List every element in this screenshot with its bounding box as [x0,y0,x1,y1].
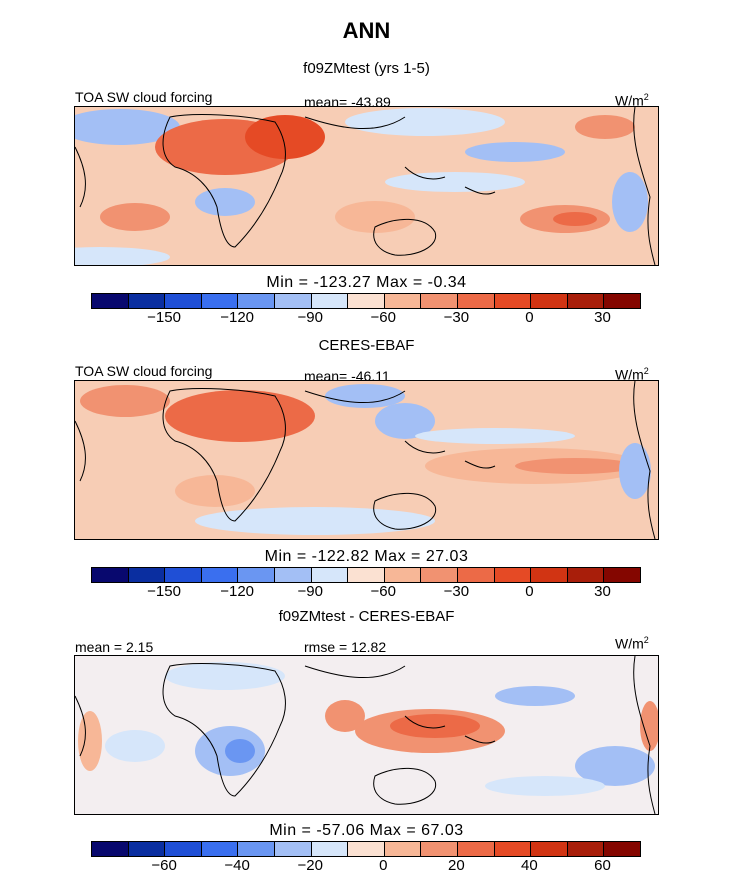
colorbar-segment [384,842,422,856]
colorbar-segment [274,568,312,582]
colorbar-segment [238,294,275,308]
panel3-units: W/m2 [615,635,649,652]
panel1-field-label: TOA SW cloud forcing [75,89,213,105]
panel2-units: W/m2 [615,366,649,383]
colorbar-tick-label: −120 [220,583,255,600]
panel3-mean-label: mean = 2.15 [75,639,154,655]
colorbar-segment [165,294,202,308]
colorbar-segment [457,568,495,582]
colorbar-tick-label: 20 [447,857,465,874]
colorbar-segment [604,294,640,308]
colorbar-segment [384,294,422,308]
colorbar-tick-label: 0 [379,857,388,874]
colorbar-segment [201,568,239,582]
panel2-colorbar-ticks: −150 −120 −90 −60 −30 0 30 [91,583,639,601]
colorbar-segment [494,568,532,582]
colorbar-segment [604,842,640,856]
colorbar-segment [494,294,532,308]
panel3-minmax: Min = -57.06 Max = 67.03 [269,822,464,839]
colorbar-segment [421,568,458,582]
colorbar-segment [311,842,349,856]
colorbar-tick-label: 30 [594,309,611,326]
colorbar-segment [165,568,202,582]
colorbar-tick-label: −120 [220,309,255,326]
panel2-field-label: TOA SW cloud forcing [75,363,213,379]
colorbar-segment [128,568,166,582]
colorbar-segment [604,568,640,582]
colorbar-segment [348,568,385,582]
colorbar-segment [92,568,129,582]
colorbar-tick-label: 60 [594,857,611,874]
panel1-subtitle: f09ZMtest (yrs 1-5) [303,60,430,77]
colorbar-segment [128,842,166,856]
colorbar-tick-label: −60 [151,857,177,874]
panel3-map [74,655,659,815]
panel1-minmax: Min = -123.27 Max = -0.34 [266,274,467,291]
panel3-rmse-label: rmse = 12.82 [304,639,387,655]
colorbar-tick-label: −30 [443,309,470,326]
colorbar-segment [531,294,568,308]
colorbar-segment [165,842,202,856]
colorbar-segment [531,842,568,856]
colorbar-tick-label: −40 [224,857,250,874]
colorbar-segment [348,294,385,308]
panel2-field [75,381,658,539]
colorbar-segment [274,842,312,856]
panel1-field [75,107,658,265]
colorbar-segment [567,568,605,582]
panel3-colorbar [91,841,641,857]
colorbar-segment [384,568,422,582]
panel1-colorbar-ticks: −150 −120 −90 −60 −30 0 30 [91,309,639,327]
colorbar-tick-label: −90 [297,309,323,326]
panel1-units: W/m2 [615,92,649,109]
colorbar-tick-label: −90 [297,583,323,600]
panel2-minmax: Min = -122.82 Max = 27.03 [264,548,469,565]
colorbar-segment [567,842,605,856]
panel1-map [74,106,659,266]
colorbar-segment [567,294,605,308]
panel2-map [74,380,659,540]
colorbar-segment [457,842,495,856]
colorbar-segment [201,294,239,308]
panel3-field [75,656,658,814]
panel1-colorbar [91,293,641,309]
colorbar-tick-label: 40 [521,857,538,874]
colorbar-tick-label: 0 [525,583,534,600]
colorbar-tick-label: −60 [370,583,396,600]
colorbar-tick-label: 30 [594,583,611,600]
colorbar-segment [201,842,239,856]
colorbar-tick-label: −20 [297,857,323,874]
colorbar-segment [531,568,568,582]
colorbar-tick-label: −30 [443,583,470,600]
colorbar-tick-label: 0 [525,309,534,326]
colorbar-tick-label: −150 [147,583,181,600]
figure-title: ANN [342,18,391,43]
colorbar-segment [348,842,385,856]
colorbar-segment [311,294,349,308]
colorbar-segment [92,842,129,856]
panel3-subtitle: f09ZMtest - CERES-EBAF [278,608,455,625]
colorbar-segment [92,294,129,308]
colorbar-segment [128,294,166,308]
colorbar-segment [311,568,349,582]
colorbar-segment [421,842,458,856]
colorbar-tick-label: −150 [147,309,181,326]
panel2-subtitle: CERES-EBAF [318,337,415,354]
colorbar-segment [238,568,275,582]
colorbar-segment [238,842,275,856]
panel3-colorbar-ticks: −60 −40 −20 0 20 40 60 [91,857,639,875]
colorbar-segment [421,294,458,308]
colorbar-segment [494,842,532,856]
colorbar-tick-label: −60 [370,309,396,326]
panel2-colorbar [91,567,641,583]
colorbar-segment [274,294,312,308]
colorbar-segment [457,294,495,308]
